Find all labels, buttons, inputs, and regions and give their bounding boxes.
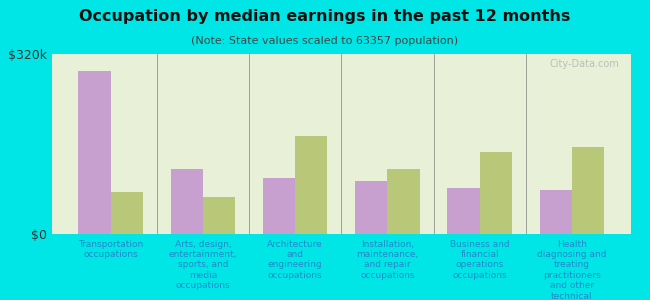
Text: Occupation by median earnings in the past 12 months: Occupation by median earnings in the pas… [79, 9, 571, 24]
Bar [480, 152, 512, 234]
Bar [295, 136, 328, 234]
Bar [447, 188, 480, 234]
Text: (Note: State values scaled to 63357 population): (Note: State values scaled to 63357 popu… [192, 36, 458, 46]
Bar [387, 169, 420, 234]
Bar [203, 197, 235, 234]
Text: City-Data.com: City-Data.com [549, 59, 619, 69]
Bar [355, 181, 387, 234]
Bar [111, 192, 143, 234]
Bar [78, 71, 111, 234]
Bar [263, 178, 295, 234]
Bar [572, 147, 604, 234]
Bar [170, 169, 203, 234]
Bar [540, 190, 572, 234]
